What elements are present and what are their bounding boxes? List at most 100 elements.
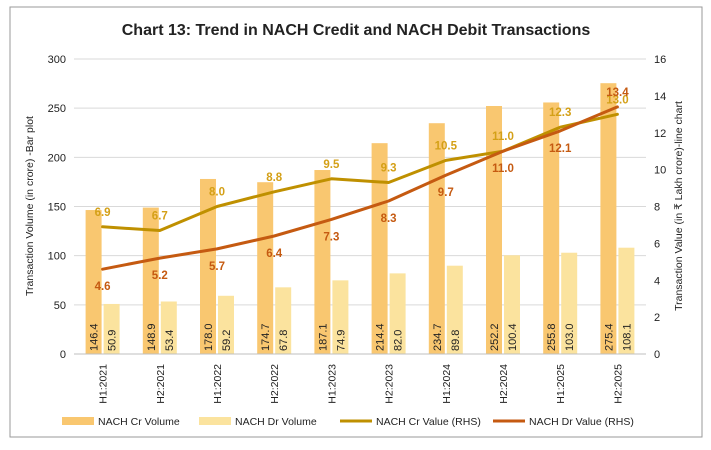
bar-value-label: 146.4 — [89, 323, 101, 351]
bar — [218, 295, 234, 354]
chart-title: Chart 13: Trend in NACH Credit and NACH … — [122, 22, 591, 39]
y2-axis-title: Transaction Value (in ₹ Lakh crore)-line… — [673, 101, 685, 311]
line-value-label: 12.1 — [549, 143, 572, 155]
bar-value-label: 178.0 — [203, 323, 215, 351]
legend-swatch — [199, 417, 231, 425]
y2-tick-label: 2 — [654, 312, 660, 324]
bar-value-label: 255.8 — [546, 323, 558, 351]
x-tick-label: H1:2022 — [212, 364, 224, 404]
y-tick-label: 150 — [48, 202, 66, 214]
bar-value-label: 59.2 — [221, 330, 233, 351]
bar — [85, 210, 102, 354]
line-value-label: 13.0 — [606, 94, 628, 106]
bar — [142, 207, 159, 354]
line-value-label: 11.0 — [492, 163, 514, 175]
bar — [486, 106, 502, 355]
line-value-label: 8.0 — [209, 187, 225, 199]
bar — [446, 265, 463, 354]
bar — [561, 252, 578, 354]
bar — [600, 83, 617, 354]
y2-tick-label: 0 — [654, 349, 660, 361]
line-value-label: 6.4 — [266, 248, 283, 260]
bar — [618, 247, 635, 354]
line-value-label: 4.6 — [95, 281, 111, 293]
series-line — [101, 112, 619, 232]
bar — [314, 170, 331, 354]
bar-value-label: 108.1 — [621, 323, 633, 351]
line-value-label: 7.3 — [323, 231, 339, 243]
y-tick-label: 200 — [48, 152, 66, 164]
legend-label: NACH Dr Value (RHS) — [529, 416, 634, 428]
line-value-label: 9.7 — [438, 187, 454, 199]
line-value-label: 12.3 — [549, 107, 571, 119]
chart-border — [9, 6, 703, 438]
x-tick-label: H1:2023 — [326, 364, 338, 404]
legend: NACH Cr Volume NACH Dr Volume NACH Cr Valu… — [62, 416, 634, 428]
y2-tick-label: 6 — [654, 238, 660, 250]
bar — [543, 102, 560, 354]
y2-tick-label: 14 — [654, 91, 666, 103]
bar-value-label: 103.0 — [564, 323, 576, 351]
y2-tick-label: 12 — [654, 128, 666, 140]
bar-value-label: 148.9 — [146, 323, 158, 351]
y2-tick-label: 10 — [654, 165, 666, 177]
bar — [275, 287, 292, 354]
bar — [200, 178, 216, 354]
bar-value-label: 275.4 — [603, 323, 615, 351]
y-tick-label: 250 — [48, 103, 66, 115]
bar — [389, 273, 406, 354]
y-axis-title: Transaction Volume (in crore) -Bar plot — [24, 116, 36, 296]
x-tick-label: H1:2021 — [98, 364, 110, 404]
x-tick-label: H2:2022 — [269, 364, 281, 404]
bar-value-label: 89.8 — [450, 330, 462, 351]
x-tick-label: H1:2025 — [555, 364, 567, 404]
line-value-label: 6.7 — [152, 210, 168, 222]
legend-swatch — [62, 417, 94, 425]
y-tick-label: 50 — [54, 300, 66, 312]
y2-tick-label: 8 — [654, 202, 660, 214]
bar — [332, 280, 349, 354]
bar-value-label: 53.4 — [164, 330, 176, 351]
x-tick-label: H2:2024 — [498, 364, 510, 404]
bar-value-label: 214.4 — [375, 323, 387, 351]
line-value-label: 9.5 — [323, 159, 340, 171]
y-tick-label: 100 — [48, 251, 66, 263]
legend-label: NACH Dr Volume — [235, 416, 317, 428]
x-tick-label: H2:2025 — [612, 364, 624, 404]
bar — [160, 301, 177, 354]
bar — [257, 182, 274, 354]
bars — [85, 83, 635, 355]
y-tick-label: 0 — [60, 349, 66, 361]
y2-tick-label: 16 — [654, 54, 666, 66]
legend-label: NACH Cr Value (RHS) — [376, 416, 481, 428]
axes: 0 50 100 150 200 250 300 0 2 4 6 8 10 12 14 16 H1:2021 H2… — [48, 54, 667, 404]
bar-value-label: 100.4 — [507, 323, 519, 351]
bar-value-label: 187.1 — [317, 323, 329, 351]
bar-value-label: 67.8 — [278, 330, 290, 351]
bar-value-label: 82.0 — [393, 330, 405, 351]
line-value-label: 5.2 — [152, 270, 168, 282]
line-value-label: 8.8 — [266, 172, 283, 184]
line-value-label: 9.3 — [381, 163, 397, 175]
bar-value-label: 74.9 — [335, 330, 347, 351]
bar-value-label: 50.9 — [107, 330, 119, 351]
data-labels: 146.4 148.9 178.0 174.7 187.1 214.4 234.7 252.2… — [89, 87, 634, 351]
line-value-label: 10.5 — [435, 140, 458, 152]
bar — [371, 143, 388, 354]
bar-value-label: 234.7 — [432, 323, 444, 351]
bar-value-label: 252.2 — [489, 323, 501, 351]
bar-value-label: 174.7 — [260, 323, 272, 351]
line-value-label: 8.3 — [381, 213, 397, 225]
y-tick-label: 300 — [48, 54, 66, 66]
bar — [428, 123, 445, 354]
bar — [103, 303, 120, 354]
series-line — [101, 105, 619, 271]
y2-tick-label: 4 — [654, 275, 660, 287]
line-value-label: 6.9 — [95, 207, 111, 219]
lines — [101, 105, 619, 271]
bar — [504, 255, 520, 354]
line-value-label: 11.0 — [492, 131, 514, 143]
x-tick-label: H2:2023 — [384, 364, 396, 404]
